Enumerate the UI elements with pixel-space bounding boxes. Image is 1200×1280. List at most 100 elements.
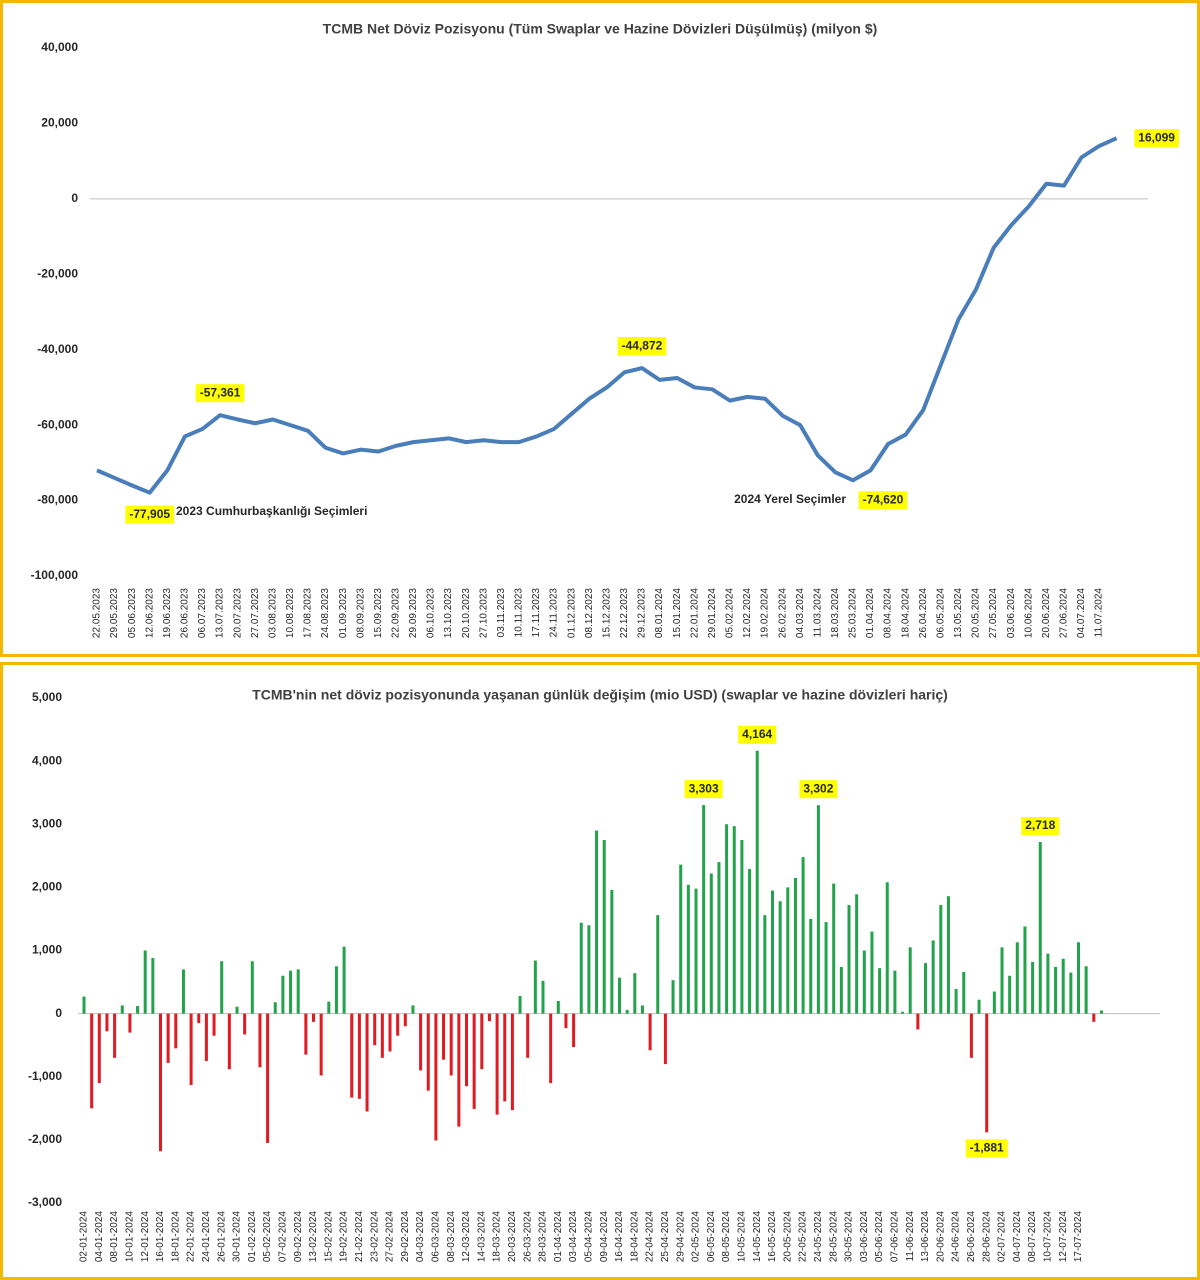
bar xyxy=(487,1013,491,1022)
x-tick-label: 19-02-2024 xyxy=(339,1211,350,1263)
x-tick-label: 13.10.2023 xyxy=(443,588,454,638)
bar xyxy=(82,996,86,1014)
bar xyxy=(426,1013,430,1091)
bar xyxy=(962,971,966,1014)
bar xyxy=(442,1013,446,1060)
x-tick-label: 08.01.2024 xyxy=(654,588,665,638)
chart-title: TCMB Net Döviz Pozisyonu (Tüm Swaplar ve… xyxy=(323,21,878,37)
bar xyxy=(541,980,545,1014)
bar xyxy=(816,805,820,1014)
panel-border xyxy=(0,662,1200,1280)
x-tick-label: 17-07-2024 xyxy=(1073,1211,1084,1263)
bar xyxy=(1054,966,1058,1014)
bar xyxy=(748,869,752,1014)
x-tick-label: 24.11.2023 xyxy=(549,588,560,638)
value-label: -44,872 xyxy=(622,338,663,352)
bar xyxy=(908,947,912,1014)
bar xyxy=(357,1013,361,1099)
bar xyxy=(602,840,606,1014)
x-tick-label: 10.11.2023 xyxy=(514,588,525,638)
bar xyxy=(893,970,897,1014)
bar xyxy=(128,1013,132,1033)
x-tick-label: 17.11.2023 xyxy=(531,588,542,638)
x-tick-label: 18.03.2024 xyxy=(830,588,841,638)
bar xyxy=(159,1013,162,1152)
x-tick-label: 02-05-2024 xyxy=(691,1211,702,1263)
bar xyxy=(595,830,599,1014)
x-tick-label: 06-05-2024 xyxy=(706,1211,717,1263)
bar xyxy=(763,915,767,1014)
x-tick-label: 30-01-2024 xyxy=(232,1211,243,1263)
x-tick-label: 25-04-2024 xyxy=(660,1211,671,1263)
x-tick-label: 27.07.2023 xyxy=(250,588,261,638)
x-tick-label: 12-03-2024 xyxy=(461,1211,472,1263)
x-tick-label: 01.12.2023 xyxy=(566,588,577,638)
bar xyxy=(771,890,774,1014)
bar xyxy=(694,888,698,1014)
bar xyxy=(1015,942,1019,1014)
bar xyxy=(518,995,522,1014)
x-tick-label: 22.01.2024 xyxy=(689,588,700,638)
value-label-bg xyxy=(858,491,908,510)
bar xyxy=(151,958,155,1014)
y-tick-label: 3,000 xyxy=(32,816,62,830)
x-tick-label: 26-01-2024 xyxy=(216,1211,227,1263)
bar xyxy=(579,922,583,1014)
x-tick-label: 01-02-2024 xyxy=(247,1211,258,1263)
x-tick-label: 13-02-2024 xyxy=(308,1211,319,1263)
bar xyxy=(350,1013,354,1098)
x-tick-label: 10-01-2024 xyxy=(125,1211,136,1263)
y-tick-label: 20,000 xyxy=(41,116,78,130)
bar xyxy=(136,1006,140,1014)
bar xyxy=(648,1013,652,1051)
x-tick-label: 26-06-2024 xyxy=(966,1211,977,1263)
x-tick-label: 20-06-2024 xyxy=(935,1211,946,1263)
line xyxy=(96,136,1118,495)
x-tick-label: 03.08.2023 xyxy=(267,588,278,638)
y-tick-label: -100,000 xyxy=(31,568,79,582)
bar xyxy=(786,887,790,1014)
bar xyxy=(992,991,996,1014)
x-tick-label: 10-07-2024 xyxy=(1043,1211,1054,1263)
x-tick-label: 12-01-2024 xyxy=(140,1211,151,1263)
x-tick-label: 24.08.2023 xyxy=(320,588,331,638)
bar xyxy=(258,1013,262,1068)
bar xyxy=(824,922,828,1014)
x-tick-label: 14-05-2024 xyxy=(752,1211,763,1263)
bar xyxy=(197,1013,201,1024)
x-tick-label: 18.04.2024 xyxy=(900,588,911,638)
x-tick-label: 19.06.2023 xyxy=(162,588,173,638)
bar xyxy=(740,840,744,1014)
bar xyxy=(610,889,614,1014)
bar xyxy=(97,1013,101,1084)
x-tick-label: 29.09.2023 xyxy=(408,588,419,638)
x-tick-label: 21-02-2024 xyxy=(354,1211,365,1263)
value-label-bg xyxy=(195,384,245,403)
bar xyxy=(564,1013,568,1029)
x-tick-label: 27.10.2023 xyxy=(478,588,489,638)
x-tick-label: 08-05-2024 xyxy=(721,1211,732,1263)
y-tick-label: 2,000 xyxy=(32,880,62,894)
x-tick-label: 13.07.2023 xyxy=(215,588,226,638)
bar xyxy=(510,1013,514,1111)
chart: TCMB Net Döviz Pozisyonu (Tüm Swaplar ve… xyxy=(31,21,1179,638)
bar xyxy=(977,999,981,1014)
value-label: 3,303 xyxy=(689,781,719,795)
bar xyxy=(449,1013,453,1076)
bar xyxy=(227,1013,231,1070)
bar xyxy=(304,1013,308,1055)
panel-border xyxy=(0,0,1200,657)
bar xyxy=(312,1013,315,1022)
x-tick-label: 09-02-2024 xyxy=(293,1211,304,1263)
x-tick-label: 05-02-2024 xyxy=(262,1211,273,1263)
bar xyxy=(472,1013,476,1109)
bar xyxy=(90,1013,94,1109)
x-tick-label: 03.06.2024 xyxy=(1006,588,1017,638)
bar xyxy=(878,968,882,1014)
bar xyxy=(1092,1013,1096,1022)
bar xyxy=(174,1013,178,1049)
x-tick-label: 24-01-2024 xyxy=(201,1211,212,1263)
bar xyxy=(250,961,254,1014)
x-tick-label: 16-01-2024 xyxy=(155,1211,166,1263)
bar xyxy=(969,1013,973,1058)
